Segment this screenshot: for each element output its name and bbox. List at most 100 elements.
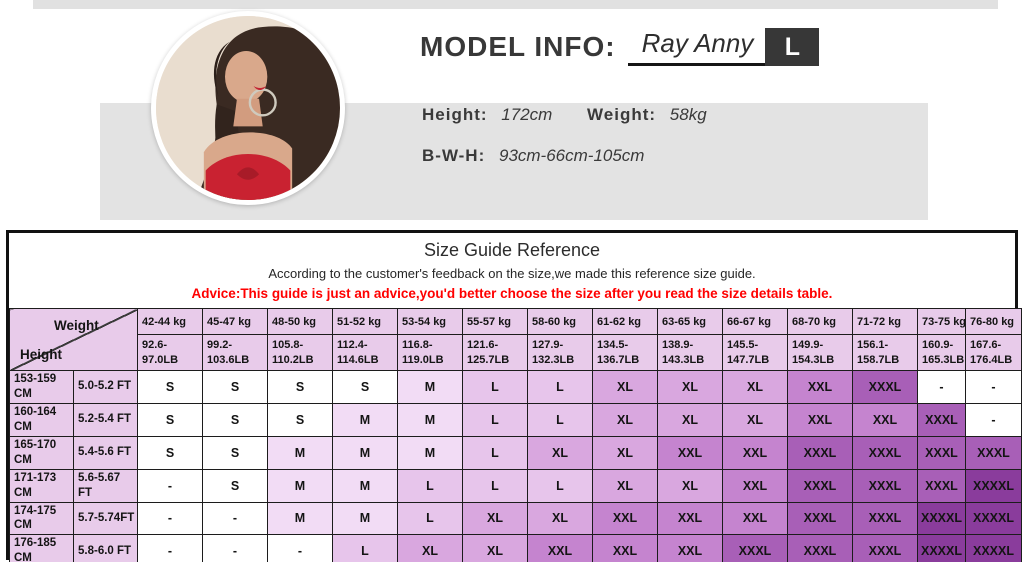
size-cell: XXXL: [965, 435, 1022, 470]
weight-kg-header: 66-67 kg: [722, 308, 788, 335]
size-table: Weight Height 42-44 kg 45-47 kg 48-50 kg 51-5…: [9, 308, 1022, 562]
height-cm-cell: 171-173 CM: [9, 468, 74, 503]
weight-kg-header: 63-65 kg: [657, 308, 723, 335]
size-cell: M: [397, 402, 463, 437]
model-stats-line1: Height: 172cm Weight: 58kg: [422, 105, 707, 125]
weight-kg-header: 68-70 kg: [787, 308, 853, 335]
weight-lb-header: 134.5- 136.7LB: [592, 334, 658, 371]
size-cell: -: [267, 534, 333, 562]
weight-kg-header: 45-47 kg: [202, 308, 268, 335]
size-cell: S: [267, 370, 333, 404]
size-cell: S: [137, 435, 203, 470]
size-cell: L: [462, 370, 528, 404]
model-stats-line2: B-W-H: 93cm-66cm-105cm: [422, 146, 644, 166]
height-label: Height:: [422, 105, 488, 124]
height-ft-cell: 5.2-5.4 FT: [73, 402, 138, 437]
size-cell: XXXL: [917, 435, 966, 470]
model-info-label: MODEL INFO:: [420, 31, 616, 62]
height-axis-label: Height: [20, 347, 62, 362]
size-cell: XXXXL: [965, 534, 1022, 562]
size-cell: XL: [592, 468, 658, 503]
weight-lb-header: 138.9- 143.3LB: [657, 334, 723, 371]
weight-axis-label: Weight: [54, 318, 99, 333]
size-cell: M: [267, 468, 333, 503]
size-cell: S: [267, 402, 333, 437]
header-lb-row: 92.6- 97.0LB 99.2- 103.6LB 105.8- 110.2LB 1…: [10, 334, 1022, 371]
size-table-row: 171-173 CM 5.6-5.67 FT - S M M L L L XL XL XXL XXXL X…: [9, 468, 1022, 503]
size-cell: L: [527, 370, 593, 404]
weight-kg-header: 42-44 kg: [137, 308, 203, 335]
height-ft-cell: 5.4-5.6 FT: [73, 435, 138, 470]
height-value: 172cm: [501, 105, 553, 124]
size-cell: S: [137, 370, 203, 404]
size-cell: XXXXL: [965, 468, 1022, 503]
weight-kg-header: 48-50 kg: [267, 308, 333, 335]
size-cell: M: [332, 435, 398, 470]
size-cell: XXL: [722, 501, 788, 536]
weight-kg-header: 53-54 kg: [397, 308, 463, 335]
model-name: Ray Anny: [627, 28, 766, 66]
size-cell: L: [462, 468, 528, 503]
size-cell: XL: [527, 501, 593, 536]
height-cm-cell: 153-159 CM: [9, 370, 74, 404]
size-table-head: Weight Height 42-44 kg 45-47 kg 48-50 kg 51-5…: [9, 308, 1022, 371]
size-cell: S: [202, 370, 268, 404]
size-cell: XL: [462, 501, 528, 536]
height-cm-cell: 174-175 CM: [9, 501, 74, 536]
weight-lb-header: 145.5- 147.7LB: [722, 334, 788, 371]
size-cell: XL: [592, 370, 658, 404]
size-cell: XL: [722, 370, 788, 404]
size-cell: XXL: [657, 501, 723, 536]
size-cell: XL: [657, 370, 723, 404]
size-cell: XXL: [527, 534, 593, 562]
size-cell: S: [137, 402, 203, 437]
size-cell: XXXL: [787, 534, 853, 562]
weight-value: 58kg: [669, 105, 707, 124]
height-ft-cell: 5.8-6.0 FT: [73, 534, 138, 562]
size-cell: XXXXL: [965, 501, 1022, 536]
weight-label: Weight:: [587, 105, 657, 124]
weight-lb-header: 156.1- 158.7LB: [852, 334, 918, 371]
size-guide-subtitle: According to the customer's feedback on …: [268, 266, 756, 281]
size-cell: XXXXL: [917, 534, 966, 562]
weight-lb-header: 116.8- 119.0LB: [397, 334, 463, 371]
size-table-row: 176-185 CM 5.8-6.0 FT - - - L XL XL XXL XXL XXL XXX…: [9, 534, 1022, 562]
height-ft-cell: 5.6-5.67 FT: [73, 468, 138, 503]
size-cell: L: [397, 468, 463, 503]
size-cell: XXL: [657, 534, 723, 562]
size-cell: XL: [722, 402, 788, 437]
size-cell: XXXL: [787, 435, 853, 470]
size-table-row: 160-164 CM 5.2-5.4 FT S S S M M L L XL XL XL XXL XXL X…: [9, 402, 1022, 437]
model-photo: [151, 11, 345, 205]
size-cell: XL: [397, 534, 463, 562]
top-divider-bar: [33, 0, 998, 9]
weight-lb-header: 160.9- 165.3LB: [917, 334, 966, 371]
size-cell: -: [965, 402, 1022, 437]
size-table-row: 174-175 CM 5.7-5.74FT - - M M L XL XL XXL XXL XXL XX…: [9, 501, 1022, 536]
weight-kg-header: 58-60 kg: [527, 308, 593, 335]
size-cell: L: [332, 534, 398, 562]
weight-lb-header: 112.4- 114.6LB: [332, 334, 398, 371]
size-cell: M: [332, 402, 398, 437]
size-cell: M: [397, 435, 463, 470]
weight-kg-header: 73-75 kg: [917, 308, 966, 335]
size-guide-advice: Advice:This guide is just an advice,you'…: [191, 286, 833, 301]
size-cell: XXXL: [852, 468, 918, 503]
size-table-body: 153-159 CM 5.0-5.2 FT S S S S M L L XL XL XL XXL XXXL…: [9, 370, 1022, 562]
weight-lb-header: 99.2- 103.6LB: [202, 334, 268, 371]
weight-kg-header: 55-57 kg: [462, 308, 528, 335]
weight-lb-header: 105.8- 110.2LB: [267, 334, 333, 371]
size-cell: S: [202, 468, 268, 503]
size-cell: XL: [462, 534, 528, 562]
size-cell: -: [202, 534, 268, 562]
size-cell: S: [202, 435, 268, 470]
size-cell: M: [267, 435, 333, 470]
weight-lb-header: 167.6- 176.4LB: [965, 334, 1022, 371]
size-cell: XXL: [657, 435, 723, 470]
size-cell: XXXL: [722, 534, 788, 562]
weight-kg-header: 51-52 kg: [332, 308, 398, 335]
size-cell: M: [267, 501, 333, 536]
height-cm-cell: 160-164 CM: [9, 402, 74, 437]
size-cell: -: [137, 501, 203, 536]
